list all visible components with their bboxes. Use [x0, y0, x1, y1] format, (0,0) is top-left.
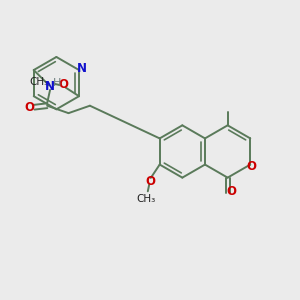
Text: N: N — [76, 62, 86, 75]
Text: CH₃: CH₃ — [29, 77, 49, 87]
Text: CH₃: CH₃ — [137, 194, 156, 204]
Text: O: O — [58, 78, 69, 92]
Text: O: O — [145, 175, 155, 188]
Text: H: H — [52, 78, 61, 88]
Text: O: O — [247, 160, 257, 172]
Text: O: O — [226, 185, 236, 198]
Text: N: N — [45, 80, 55, 93]
Text: O: O — [25, 101, 35, 114]
